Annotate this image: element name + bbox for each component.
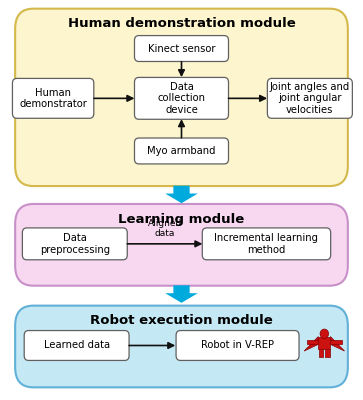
Text: Kinect sensor: Kinect sensor: [148, 44, 215, 54]
Polygon shape: [330, 336, 344, 351]
FancyBboxPatch shape: [23, 228, 127, 260]
Text: Data
preprocessing: Data preprocessing: [40, 233, 110, 255]
FancyBboxPatch shape: [176, 330, 299, 360]
FancyBboxPatch shape: [15, 204, 348, 286]
Text: Joint angles and
joint angular
velocities: Joint angles and joint angular velocitie…: [270, 82, 350, 115]
FancyBboxPatch shape: [134, 36, 229, 62]
FancyBboxPatch shape: [15, 9, 348, 186]
FancyBboxPatch shape: [134, 138, 229, 164]
FancyBboxPatch shape: [134, 78, 229, 119]
Bar: [330, 340, 342, 344]
Text: Aligned
data: Aligned data: [148, 219, 182, 238]
Text: Incremental learning
method: Incremental learning method: [215, 233, 318, 255]
FancyBboxPatch shape: [15, 306, 348, 387]
Text: Learning module: Learning module: [118, 213, 245, 226]
Circle shape: [320, 329, 329, 338]
Text: Myo armband: Myo armband: [147, 146, 216, 156]
FancyBboxPatch shape: [202, 228, 331, 260]
Text: Human
demonstrator: Human demonstrator: [19, 88, 87, 109]
FancyBboxPatch shape: [268, 78, 352, 118]
Bar: [319, 349, 323, 357]
Polygon shape: [165, 186, 198, 203]
Text: Robot in V-REP: Robot in V-REP: [201, 340, 274, 350]
Text: Data
collection
device: Data collection device: [158, 82, 205, 115]
Polygon shape: [304, 336, 318, 351]
FancyBboxPatch shape: [12, 78, 94, 118]
Bar: [325, 349, 330, 357]
Bar: [318, 336, 330, 349]
Text: Human demonstration module: Human demonstration module: [68, 18, 295, 30]
FancyBboxPatch shape: [24, 330, 129, 360]
Polygon shape: [165, 285, 198, 303]
Bar: [307, 340, 318, 344]
Text: Learned data: Learned data: [44, 340, 110, 350]
Text: Robot execution module: Robot execution module: [90, 314, 273, 328]
